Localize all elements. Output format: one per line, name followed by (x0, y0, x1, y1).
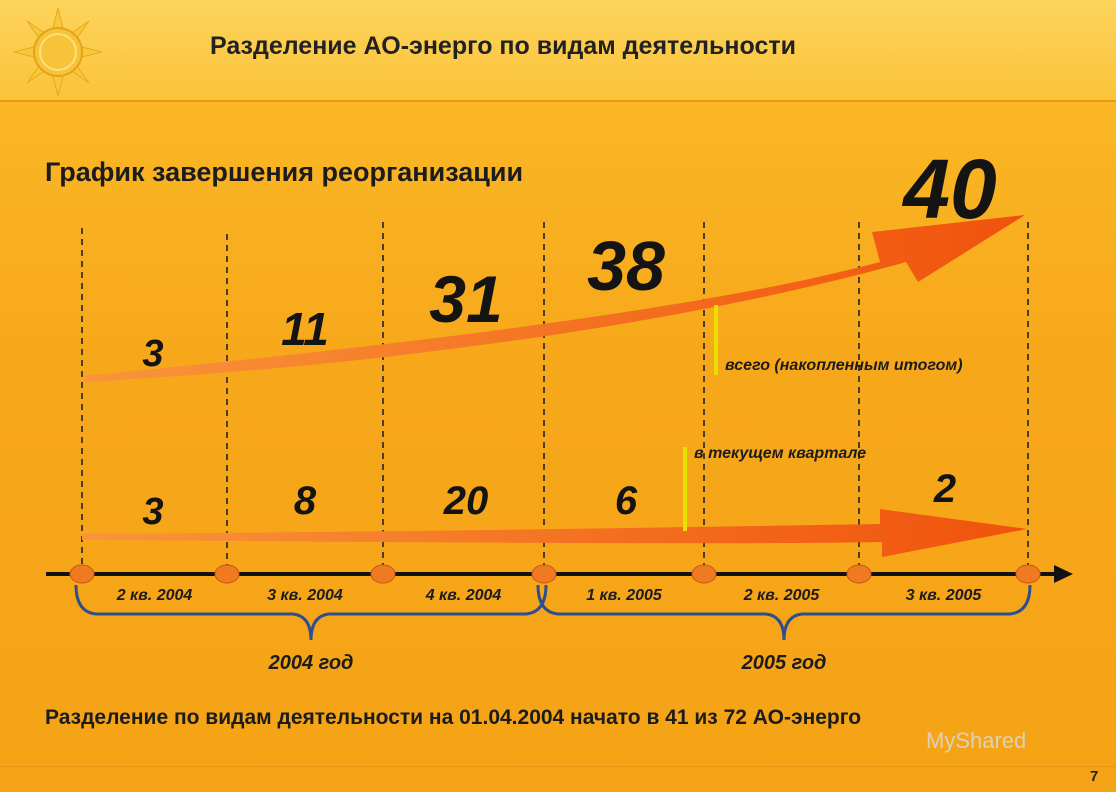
axis-marker (691, 564, 717, 584)
axis-marker (69, 564, 95, 584)
quarter-tick-label: 2 кв. 2004 (116, 587, 193, 604)
legend-bar-cumulative (714, 305, 718, 375)
quarter-tick-label: 3 кв. 2004 (267, 587, 343, 604)
cumulative-value-label: 3 (142, 333, 163, 375)
axis-marker (1015, 564, 1041, 584)
quarter-tick-label: 3 кв. 2005 (906, 587, 983, 604)
year-brace (536, 584, 1032, 641)
cumulative-value-label: 31 (429, 262, 502, 336)
quarterly-value-label: 8 (294, 479, 317, 523)
axis-marker (531, 564, 557, 584)
bottom-divider (0, 766, 1116, 767)
quarterly-value-label: 20 (443, 479, 489, 523)
slide-header (0, 0, 1116, 102)
company-logo (13, 7, 103, 97)
axis-marker (370, 564, 396, 584)
quarter-tick-label: 4 кв. 2004 (425, 587, 502, 604)
watermark: MyShared (926, 728, 1027, 753)
legend-bar-quarterly (683, 447, 687, 531)
page-number: 7 (1090, 768, 1099, 785)
legend-label-cumulative: всего (накопленным итогом) (725, 357, 963, 374)
quarterly-value-label: 2 (933, 467, 956, 511)
year-group-label: 2005 год (741, 652, 827, 674)
quarterly-arrow (82, 509, 1027, 557)
axis-marker (846, 564, 872, 584)
quarter-tick-label: 2 кв. 2005 (743, 587, 821, 604)
cumulative-arrow (84, 215, 1025, 382)
page-title: Разделение АО-энерго по видам деятельнос… (210, 32, 796, 60)
footer-note: Разделение по видам деятельности на 01.0… (45, 706, 862, 729)
axis-arrowhead (1054, 565, 1073, 583)
cumulative-value-label: 11 (281, 303, 329, 355)
quarterly-value-label: 3 (142, 491, 163, 533)
quarter-tick-label: 1 кв. 2005 (586, 587, 663, 604)
year-brace (74, 584, 548, 641)
year-group-label: 2004 год (268, 652, 354, 674)
quarterly-value-label: 6 (615, 479, 638, 523)
cumulative-value-label: 38 (587, 227, 665, 305)
chart-title: График завершения реорганизации (45, 157, 524, 187)
legend-label-quarterly: в текущем квартале (694, 445, 866, 462)
cumulative-value-label: 40 (901, 142, 996, 236)
quarter-gridlines (81, 222, 1029, 566)
axis-marker (214, 564, 240, 584)
